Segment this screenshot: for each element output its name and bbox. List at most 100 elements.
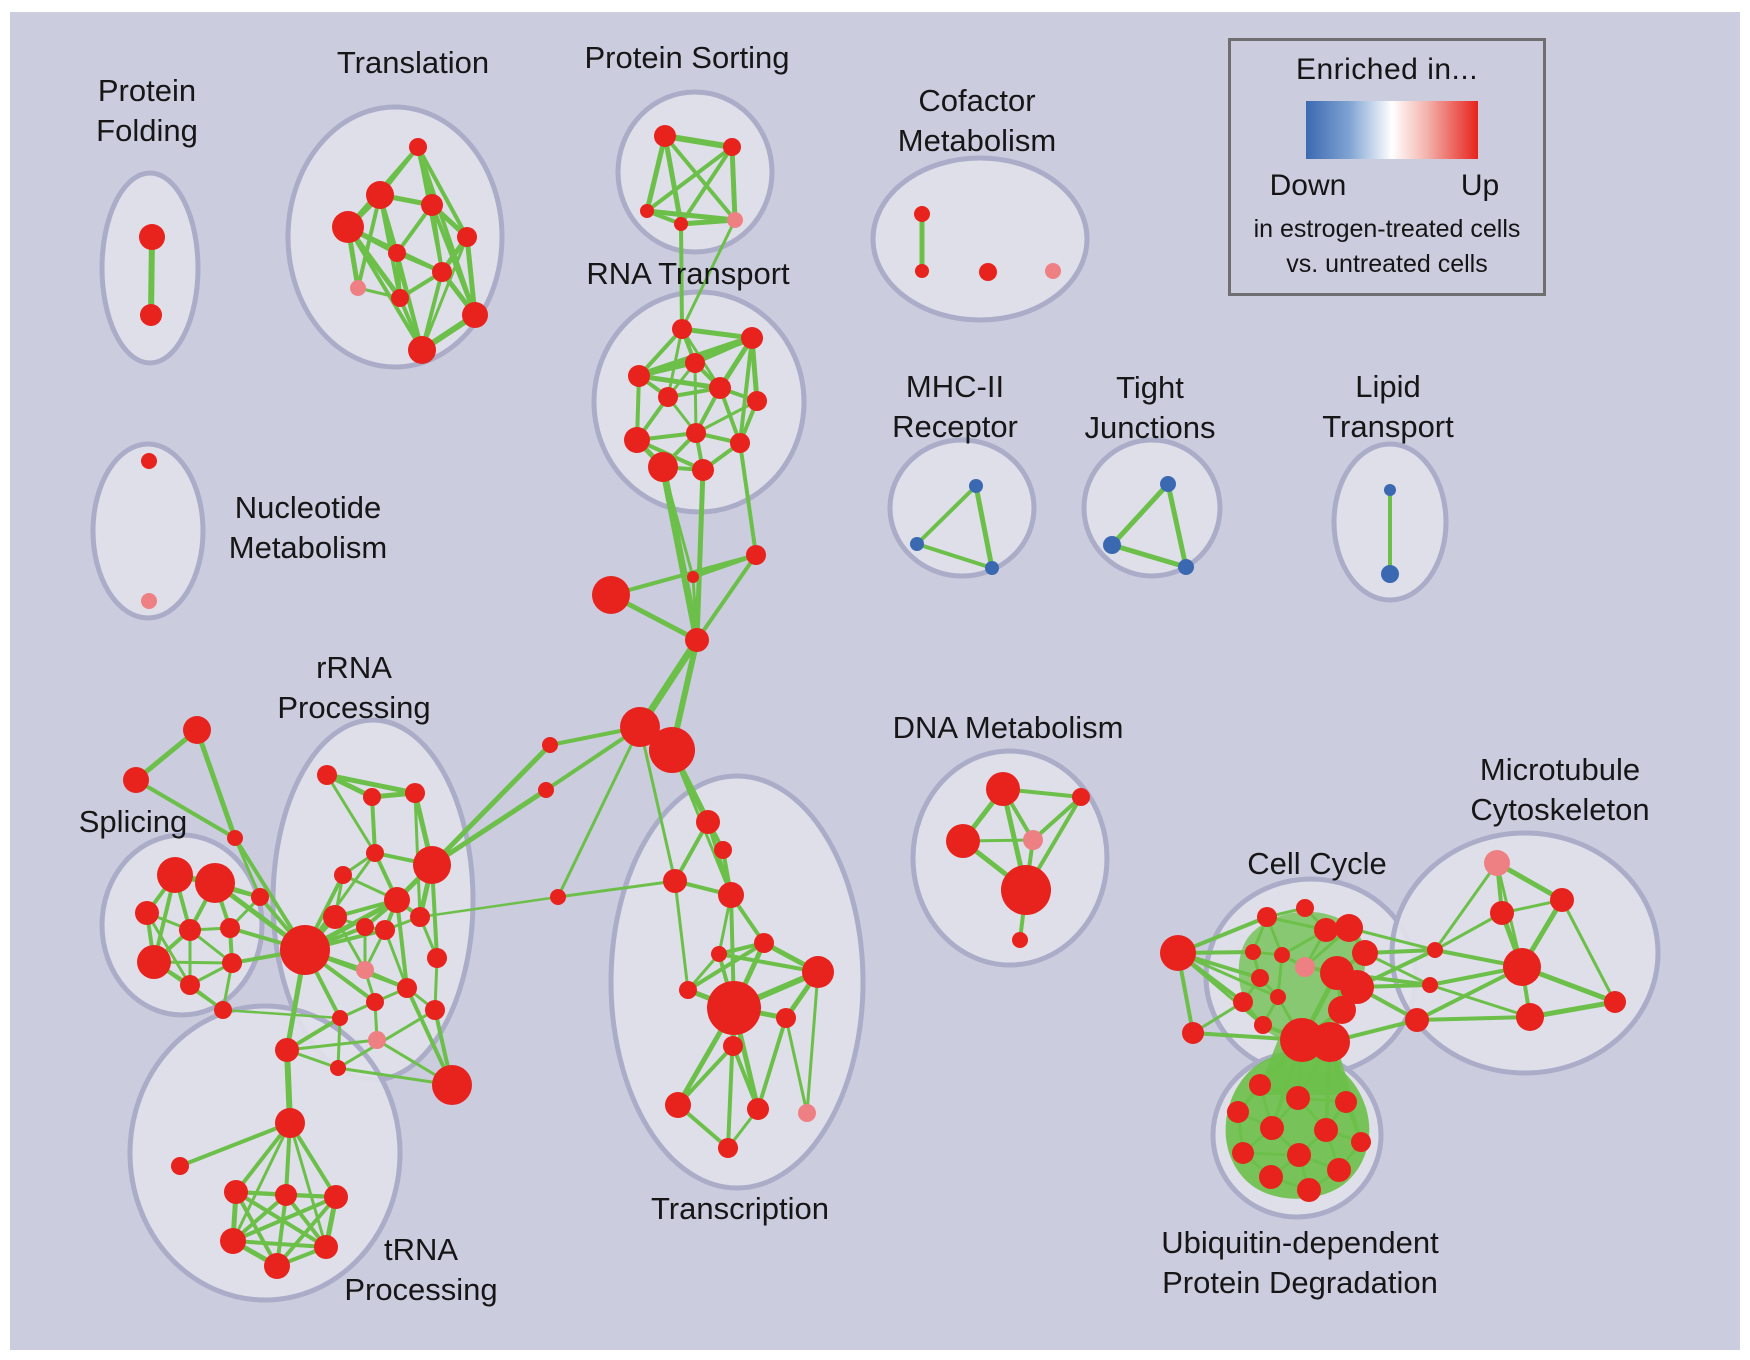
graph-node-ub1 — [1286, 1086, 1310, 1110]
cluster-label-mhc-ii-receptor: MHC-II — [906, 369, 1004, 404]
graph-node-tc5 — [711, 946, 727, 962]
graph-edge — [695, 399, 758, 435]
graph-edge — [395, 252, 424, 351]
graph-edge — [805, 971, 820, 1114]
graph-node-tc6 — [802, 956, 834, 988]
graph-node-rr19 — [368, 1031, 386, 1049]
graph-node-tl9 — [462, 302, 488, 328]
graph-node-tl6 — [432, 262, 452, 282]
graph-edge — [356, 194, 382, 289]
graph-node-rr10 — [410, 907, 430, 927]
graph-edge — [420, 236, 469, 351]
graph-node-ch1 — [687, 571, 699, 583]
graph-node-cc7 — [1352, 940, 1378, 966]
graph-node-cc17 — [1405, 1008, 1429, 1032]
graph-edge — [673, 880, 690, 991]
graph-edge — [148, 236, 155, 316]
cluster-label-tight-junctions: Tight — [1116, 370, 1184, 405]
cluster-label-transcription: Transcription — [651, 1191, 829, 1226]
graph-node-mh2 — [985, 561, 999, 575]
graph-edge — [1433, 862, 1499, 951]
graph-node-rr9 — [375, 920, 395, 940]
graph-node-rr0 — [317, 765, 337, 785]
graph-node-ch3 — [685, 628, 709, 652]
graph-node-tc14 — [718, 1138, 738, 1158]
graph-node-ch2 — [592, 576, 630, 614]
cluster-ellipse-translation — [285, 104, 505, 370]
graph-edge — [1429, 983, 1531, 1019]
graph-node-cc9 — [1270, 989, 1286, 1005]
graph-edge — [232, 1195, 337, 1243]
cluster-label-dna-metabolism: DNA Metabolism — [893, 710, 1124, 745]
graph-node-rr3 — [366, 844, 384, 862]
graph-edge — [695, 553, 758, 642]
graph-edge — [680, 217, 736, 227]
graph-edge — [383, 929, 409, 989]
graph-edge — [430, 204, 444, 273]
graph-node-tc0 — [696, 810, 720, 834]
graph-node-dm1 — [1072, 788, 1090, 806]
graph-node-cc2 — [1314, 918, 1338, 942]
graph-node-rt2 — [685, 353, 705, 373]
graph-node-rt0 — [672, 319, 692, 339]
graph-node-rr11 — [356, 961, 374, 979]
graph-node-mt3 — [1516, 1003, 1544, 1031]
graph-node-sp6 — [137, 945, 171, 979]
legend-down-label: Down — [1269, 169, 1347, 202]
graph-node-tni — [171, 1157, 189, 1175]
graph-node-cc12 — [1328, 996, 1356, 1024]
graph-node-mt4 — [1604, 991, 1626, 1013]
graph-edge — [731, 1045, 760, 1110]
graph-node-rr12 — [397, 978, 417, 998]
graph-edge — [646, 208, 736, 223]
cluster-label-mhc-ii-receptor: Receptor — [892, 409, 1018, 444]
cluster-label-protein-folding: Protein — [98, 73, 196, 108]
graph-node-cc16 — [1310, 1022, 1350, 1062]
graph-node-cf1 — [915, 264, 929, 278]
graph-node-nm1 — [141, 593, 157, 609]
graph-node-ch4 — [620, 707, 660, 747]
graph-node-cf2 — [979, 263, 997, 281]
graph-node-cc19 — [1422, 977, 1438, 993]
graph-node-cc18 — [1427, 942, 1443, 958]
graph-edge — [194, 729, 238, 839]
graph-node-sp9 — [214, 1001, 232, 1019]
graph-node-ub0 — [1249, 1074, 1271, 1096]
graph-node-cc3 — [1335, 914, 1363, 942]
graph-node-tj0 — [1160, 476, 1176, 492]
graph-edge — [638, 373, 721, 391]
graph-node-rr20 — [432, 1065, 472, 1105]
graph-edge — [784, 1017, 809, 1114]
graph-edge — [661, 466, 695, 578]
graph-node-dm3 — [1023, 830, 1043, 850]
cluster-ellipse-cofactor-metabolism — [870, 155, 1090, 323]
graph-node-ub5 — [1314, 1118, 1338, 1142]
graph-edge — [662, 135, 684, 225]
graph-node-sp3 — [179, 919, 201, 941]
graph-node-rr8 — [356, 918, 374, 936]
graph-node-sp1 — [195, 863, 235, 903]
graph-node-sp2 — [135, 901, 159, 925]
graph-edge — [231, 1122, 292, 1242]
graph-edge — [430, 787, 548, 868]
graph-node-tl8 — [391, 289, 409, 307]
graph-node-mt2 — [1503, 948, 1541, 986]
graph-edge — [729, 146, 738, 221]
cluster-label-lipid-transport: Transport — [1322, 409, 1454, 444]
graph-edge — [686, 941, 766, 992]
graph-edge — [430, 743, 552, 867]
graph-node-st2 — [227, 830, 243, 846]
graph-node-tc13 — [798, 1104, 816, 1122]
graph-node-cci — [1160, 935, 1196, 971]
graph-node-sp5 — [251, 888, 269, 906]
cluster-label-rrna-processing: Processing — [277, 690, 430, 725]
graph-edge — [286, 1038, 378, 1052]
graph-node-tc8 — [707, 981, 761, 1035]
graph-edge — [664, 133, 733, 150]
graph-node-ccl — [1182, 1022, 1204, 1044]
graph-node-rt10 — [648, 452, 678, 482]
graph-node-rt1 — [741, 327, 763, 349]
graph-node-tl10 — [408, 336, 436, 364]
graph-edge — [676, 1044, 735, 1107]
